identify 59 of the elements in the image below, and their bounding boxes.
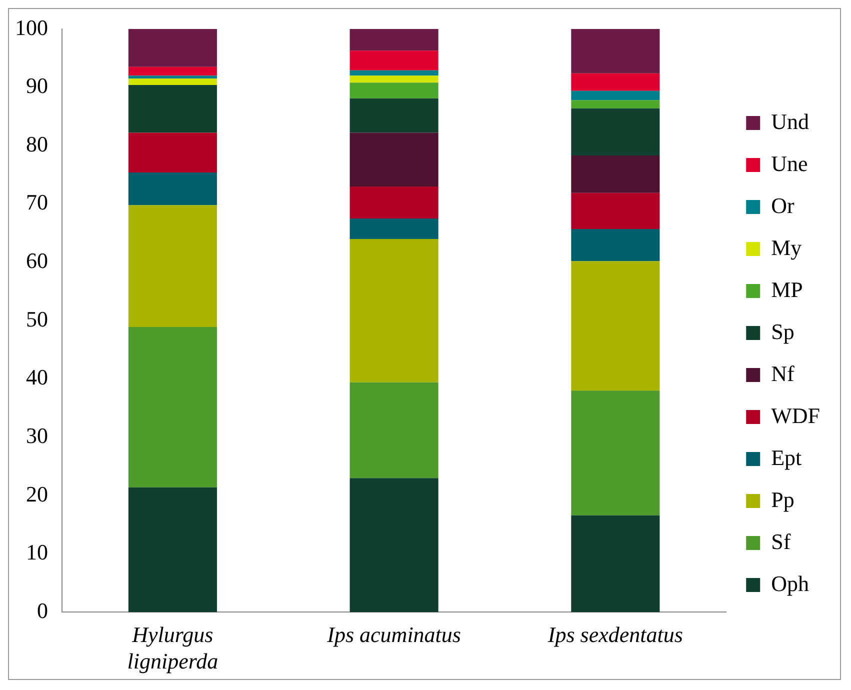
bar bbox=[128, 29, 217, 67]
legend-label: My bbox=[771, 234, 802, 260]
bar bbox=[350, 82, 438, 98]
legend-label: Und bbox=[771, 108, 810, 134]
bar bbox=[128, 172, 217, 206]
bar bbox=[350, 478, 438, 612]
bar bbox=[571, 156, 660, 193]
y-tick-label: 70 bbox=[26, 190, 48, 215]
y-tick-label: 50 bbox=[26, 306, 48, 332]
bar bbox=[571, 390, 660, 516]
legend-label: Ept bbox=[771, 444, 802, 470]
bar bbox=[128, 84, 217, 133]
bar bbox=[128, 66, 217, 76]
y-tick-label: 80 bbox=[26, 131, 48, 156]
bar bbox=[128, 205, 217, 328]
x-tick-label: Ips acuminatus bbox=[326, 622, 461, 648]
bar bbox=[350, 382, 438, 478]
legend-label: Sp bbox=[771, 318, 794, 344]
x-tick-label: Hylurgus ligniperda bbox=[127, 622, 218, 674]
bar bbox=[350, 29, 438, 51]
bar bbox=[571, 29, 660, 74]
bar bbox=[128, 327, 217, 488]
bar bbox=[571, 108, 660, 156]
bar bbox=[350, 50, 438, 70]
bar bbox=[571, 90, 660, 100]
legend-label: Pp bbox=[771, 486, 794, 512]
bar bbox=[350, 218, 438, 239]
bar bbox=[571, 192, 660, 230]
x-tick-label: Ips sexdentatus bbox=[546, 622, 683, 648]
bar bbox=[571, 229, 660, 262]
y-tick-label: 90 bbox=[26, 73, 48, 98]
y-tick-label: 40 bbox=[26, 364, 48, 390]
legend-label: Or bbox=[771, 192, 795, 218]
bar bbox=[571, 261, 660, 391]
legend-label: Une bbox=[771, 150, 808, 176]
bar bbox=[128, 76, 217, 79]
bar bbox=[128, 487, 217, 612]
bar bbox=[571, 100, 660, 108]
bar bbox=[128, 78, 217, 85]
bar bbox=[350, 238, 438, 382]
y-tick-label: 0 bbox=[37, 598, 48, 623]
legend-label: WDF bbox=[771, 402, 820, 428]
legend-label: Sf bbox=[771, 528, 792, 554]
bar bbox=[350, 186, 438, 219]
legend-label: MP bbox=[771, 276, 803, 302]
y-tick-label: 30 bbox=[26, 423, 48, 448]
bar bbox=[571, 73, 660, 91]
bar bbox=[350, 98, 438, 133]
bar bbox=[350, 70, 438, 76]
bar bbox=[128, 132, 217, 172]
y-tick-label: 20 bbox=[26, 481, 48, 506]
bar bbox=[571, 515, 660, 612]
legend-label: Nf bbox=[771, 360, 795, 386]
bar bbox=[350, 76, 438, 83]
legend-label: Oph bbox=[771, 570, 810, 596]
bar bbox=[350, 132, 438, 186]
y-tick-label: 60 bbox=[26, 248, 48, 274]
y-tick-label: 10 bbox=[26, 540, 48, 565]
y-tick-label: 100 bbox=[15, 14, 48, 40]
